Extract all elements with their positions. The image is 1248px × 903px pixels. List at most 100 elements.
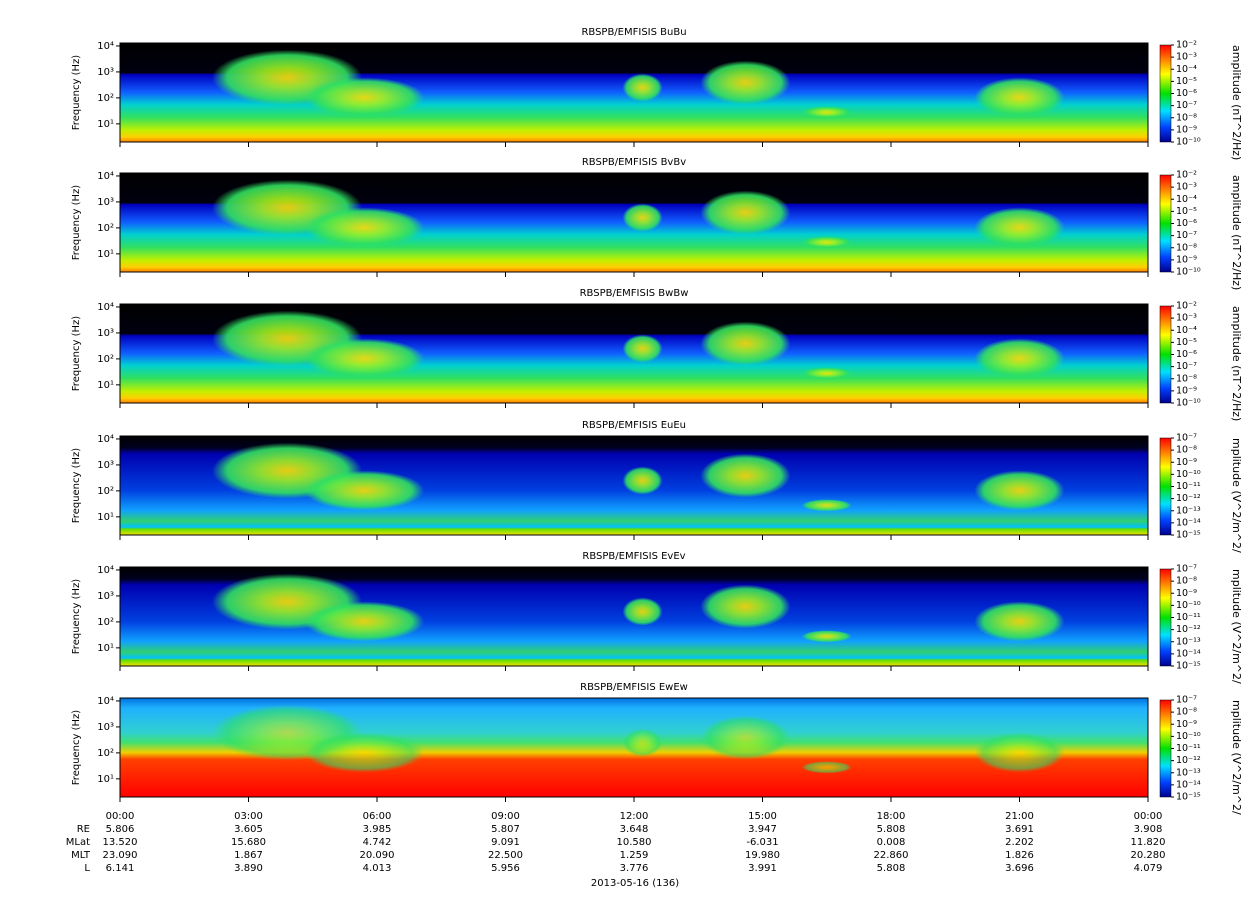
y-tick-label: 10² (97, 748, 114, 759)
spectrogram-feature (801, 499, 852, 512)
colorbar-tick-label: 10⁻¹³ (1176, 767, 1201, 778)
x-tick-label: 00:00 (106, 811, 135, 822)
ephemeris-value: 3.696 (1005, 863, 1034, 874)
spectrogram-feature (700, 190, 791, 235)
ephemeris-value: 22.500 (488, 850, 523, 861)
colorbar-tick-label: 10⁻¹¹ (1176, 612, 1201, 623)
colorbar-tick-label: 10⁻⁹ (1176, 124, 1197, 135)
colorbar-tick-label: 10⁻⁶ (1176, 88, 1197, 99)
spectrogram-feature (700, 584, 791, 629)
spectrogram-feature (622, 73, 663, 102)
colorbar-tick-label: 10⁻¹⁴ (1176, 648, 1201, 659)
y-tick-label: 10³ (97, 197, 114, 208)
panel-title: RBSPB/EMFISIS EvEv (582, 551, 685, 562)
colorbar-tick-label: 10⁻⁷ (1176, 433, 1197, 444)
panel-title: RBSPB/EMFISIS BuBu (581, 27, 686, 38)
colorbar-tick-label: 10⁻⁹ (1176, 254, 1197, 265)
x-tick-label: 18:00 (877, 811, 906, 822)
ephemeris-value: 2.202 (1005, 837, 1034, 848)
ephemeris-value: 6.141 (106, 863, 135, 874)
ephemeris-value: 0.008 (877, 837, 906, 848)
ephemeris-value: 3.890 (234, 863, 263, 874)
ephemeris-value: 3.985 (363, 824, 392, 835)
y-axis-label: Frequency (Hz) (71, 185, 82, 261)
spectrogram-feature (974, 732, 1065, 773)
spectrogram-feature (801, 236, 852, 249)
spectrogram-feature (974, 77, 1065, 118)
ephemeris-value: 1.259 (620, 850, 649, 861)
spectrogram-feature (304, 732, 425, 773)
y-tick-label: 10¹ (97, 512, 114, 523)
y-tick-label: 10⁴ (97, 565, 114, 576)
y-tick-label: 10¹ (97, 249, 114, 260)
colorbar-tick-label: 10⁻⁴ (1176, 64, 1197, 75)
colorbar-tick-label: 10⁻¹³ (1176, 505, 1201, 516)
colorbar-tick-label: 10⁻⁹ (1176, 719, 1197, 730)
colorbar-tick-label: 10⁻⁵ (1176, 206, 1197, 217)
y-tick-label: 10⁴ (97, 41, 114, 52)
y-axis-label: Frequency (Hz) (71, 710, 82, 786)
x-tick-label: 12:00 (620, 811, 649, 822)
colorbar-tick-label: 10⁻³ (1176, 52, 1197, 63)
colorbar-label: mplitude (V^2/m^2/ (1230, 700, 1243, 815)
panel-title: RBSPB/EMFISIS BwBw (580, 288, 689, 299)
y-tick-label: 10² (97, 93, 114, 104)
ephemeris-value: 3.991 (748, 863, 777, 874)
panel-title: RBSPB/EMFISIS EwEw (580, 682, 688, 693)
ephemeris-value: 20.280 (1131, 850, 1166, 861)
colorbar-tick-label: 10⁻³ (1176, 313, 1197, 324)
spectrogram-feature (974, 207, 1065, 248)
colorbar (1159, 305, 1172, 404)
panel-title: RBSPB/EMFISIS EuEu (582, 420, 686, 431)
spectrogram-feature (700, 715, 791, 760)
colorbar (1159, 44, 1172, 143)
colorbar-tick-label: 10⁻⁵ (1176, 337, 1197, 348)
ephemeris-label: MLT (71, 850, 91, 861)
y-axis-label: Frequency (Hz) (71, 55, 82, 131)
x-tick-label: 15:00 (748, 811, 777, 822)
spectrogram-feature (622, 334, 663, 363)
ephemeris-value: 19.980 (745, 850, 780, 861)
ephemeris-value: 22.860 (874, 850, 909, 861)
ephemeris-value: 4.013 (363, 863, 392, 874)
date-label: 2013-05-16 (136) (591, 878, 679, 889)
ephemeris-value: 1.867 (234, 850, 263, 861)
colorbar-tick-label: 10⁻⁸ (1176, 445, 1197, 456)
ephemeris-value: 1.826 (1005, 850, 1034, 861)
x-tick-label: 00:00 (1134, 811, 1163, 822)
ephemeris-value: 3.908 (1134, 824, 1163, 835)
ephemeris-value: 5.956 (491, 863, 520, 874)
colorbar-label: mplitude (V^2/m^2/ (1230, 569, 1243, 684)
y-tick-label: 10³ (97, 722, 114, 733)
ephemeris-value: 9.091 (491, 837, 520, 848)
colorbar-tick-label: 10⁻⁷ (1176, 361, 1197, 372)
y-tick-label: 10⁴ (97, 302, 114, 313)
y-tick-label: 10¹ (97, 380, 114, 391)
ephemeris-label: RE (77, 824, 90, 835)
colorbar-tick-label: 10⁻⁶ (1176, 218, 1197, 229)
y-tick-label: 10² (97, 617, 114, 628)
y-tick-label: 10¹ (97, 119, 114, 130)
spectrogram-feature (622, 203, 663, 232)
colorbar-tick-label: 10⁻¹⁰ (1176, 469, 1201, 480)
ephemeris-value: 10.580 (617, 837, 652, 848)
ephemeris-value: 3.605 (234, 824, 263, 835)
spectrogram-feature (304, 77, 425, 118)
spectrogram-feature (304, 470, 425, 511)
colorbar-tick-label: 10⁻⁸ (1176, 373, 1197, 384)
colorbar-tick-label: 10⁻¹⁵ (1176, 530, 1201, 541)
colorbar-tick-label: 10⁻⁹ (1176, 457, 1197, 468)
y-axis-label: Frequency (Hz) (71, 579, 82, 655)
y-tick-label: 10³ (97, 328, 114, 339)
colorbar-tick-label: 10⁻⁵ (1176, 76, 1197, 87)
colorbar-tick-label: 10⁻⁷ (1176, 100, 1197, 111)
colorbar-tick-label: 10⁻¹⁰ (1176, 731, 1201, 742)
y-tick-label: 10² (97, 223, 114, 234)
spectrogram-feature (801, 761, 852, 774)
spectrogram-feature (801, 106, 852, 119)
spectrogram-feature (700, 60, 791, 105)
ephemeris-value: 5.808 (877, 824, 906, 835)
colorbar (1159, 437, 1172, 536)
spectrogram-feature (974, 338, 1065, 379)
